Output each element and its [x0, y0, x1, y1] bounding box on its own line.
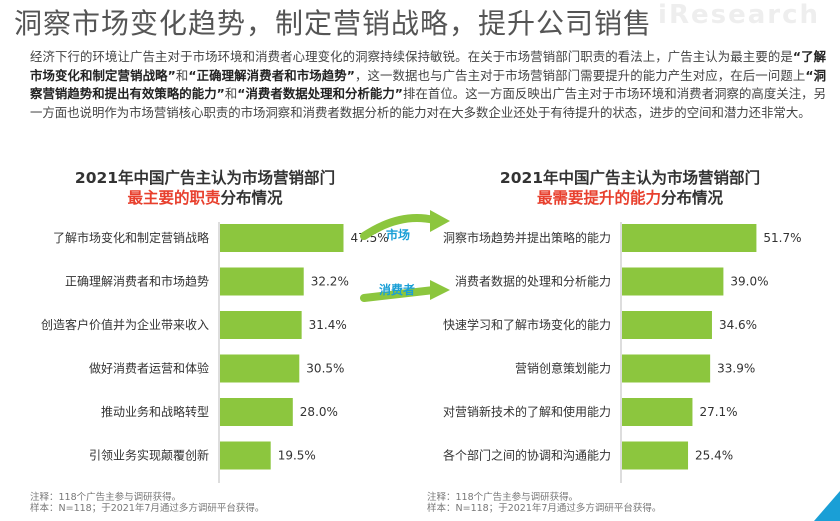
category-label: 正确理解消费者和市场趋势: [65, 274, 209, 289]
value-label: 30.5%: [306, 362, 344, 376]
category-label: 营销创意策划能力: [515, 361, 611, 376]
source-line: 样本：N=118；于2021年7月通过多方调研平台获得。: [427, 503, 662, 514]
value-label: 27.1%: [699, 405, 737, 419]
intro-text-1: 经济下行的环境让广告主对于市场环境和消费者心理变化的洞察持续保持敏锐。在关于市场…: [30, 49, 793, 64]
intro-text-3: ，这一数据也与广告主对于市场营销部门需要提升的能力产生对应，在后一问题上: [354, 67, 806, 83]
intro-paragraph: 经济下行的环境让广告主对于市场环境和消费者心理变化的洞察持续保持敏锐。在关于市场…: [30, 48, 826, 122]
category-label: 消费者数据的处理和分析能力: [455, 274, 611, 289]
chart-bar: [622, 354, 711, 383]
intro-text-5: 排在首位。这一方面反映出广告主对于市场环境和消费者洞察的高度关注，另一方面也说明…: [30, 86, 827, 120]
category-label: 引领业务实现颠覆创新: [89, 448, 209, 463]
chart-title-rest: 分布情况: [220, 189, 283, 207]
category-label: 对营销新技术的了解和使用能力: [443, 404, 611, 419]
chart-note-right: 注释：118个广告主参与调研获得。 样本：N=118；于2021年7月通过多方调…: [427, 492, 661, 514]
category-label: 了解市场变化和制定营销战略: [53, 230, 209, 245]
chart-bar: [622, 311, 712, 339]
value-label: 39.0%: [730, 275, 768, 289]
intro-text-4: 和: [224, 86, 238, 101]
chart-bar: [220, 354, 300, 383]
intro-quote-1: “了解市场变化和制定营销战略”: [30, 49, 826, 83]
value-label: 28.0%: [300, 405, 338, 419]
category-label: 做好消费者运营和体验: [89, 361, 209, 376]
chart-title-rest: 分布情况: [661, 189, 724, 207]
chart-bar: [622, 224, 757, 252]
category-label: 推动业务和战略转型: [101, 404, 209, 419]
chart-note-left: 注释：118个广告主参与调研获得。 样本：N=118；于2021年7月通过多方调…: [30, 492, 264, 514]
chart-bar: [220, 267, 304, 296]
category-label: 创造客户价值并为企业带来收入: [41, 317, 209, 332]
intro-text-2: 和: [175, 67, 189, 83]
value-label: 32.2%: [311, 275, 349, 289]
value-label: 33.9%: [717, 362, 755, 376]
chart-title-responsibilities: 2021年中国广告主认为市场营销部门 最主要的职责分布情况: [30, 168, 380, 208]
value-label: 25.4%: [695, 449, 733, 463]
value-label: 31.4%: [309, 318, 347, 332]
note-line: 注释：118个广告主参与调研获得。: [30, 492, 182, 503]
intro-quote-4: “消费者数据处理和分析能力”: [237, 86, 403, 101]
arrow-consumer-icon: [360, 280, 450, 302]
chart-title-highlight: 最需要提升的能力: [536, 189, 661, 207]
intro-quote-3: “洞察营销趋势和提出有效策略的能力”: [30, 67, 826, 102]
chart-title-line2: 最主要的职责分布情况: [30, 188, 380, 208]
value-label: 51.7%: [763, 231, 801, 245]
chart-title-line1: 2021年中国广告主认为市场营销部门: [74, 169, 336, 187]
chart-bar: [622, 267, 724, 296]
category-label: 各个部门之间的协调和沟通能力: [443, 448, 611, 463]
chart-bar: [220, 224, 344, 252]
chart-title-line2: 最需要提升的能力分布情况: [440, 188, 820, 208]
chart-title-abilities: 2021年中国广告主认为市场营销部门 最需要提升的能力分布情况: [440, 168, 820, 208]
watermark: iResearch: [658, 0, 820, 30]
corner-decoration-icon: [814, 491, 840, 521]
chart-bar: [220, 398, 293, 426]
value-label: 47.5%: [351, 231, 389, 245]
category-label: 洞察市场趋势并提出策略的能力: [443, 230, 611, 245]
chart-bar: [220, 311, 302, 339]
category-label: 快速学习和了解市场变化的能力: [443, 317, 611, 332]
abilities-bar-chart: 洞察市场趋势并提出策略的能力 51.7% 消费者数据的处理和分析能力 39.0% 快速学…: [443, 222, 802, 483]
value-label: 19.5%: [278, 449, 316, 463]
page-headline: 洞察市场变化趋势，制定营销战略，提升公司销售: [14, 7, 653, 40]
chart-title-line1: 2021年中国广告主认为市场营销部门: [499, 169, 761, 187]
source-line: 样本：N=118；于2021年7月通过多方调研平台获得。: [30, 503, 265, 514]
chart-title-highlight: 最主要的职责: [127, 189, 221, 207]
chart-bar: [622, 441, 689, 470]
arrow-label-market: 市场: [386, 228, 411, 242]
note-line: 注释：118个广告主参与调研获得。: [427, 492, 579, 503]
intro-quote-2: “正确理解消费者和市场趋势”: [188, 67, 355, 83]
responsibilities-bar-chart: 了解市场变化和制定营销战略 47.5% 正确理解消费者和市场趋势 32.2% 创造客户价…: [41, 222, 389, 483]
value-label: 34.6%: [719, 318, 757, 332]
arrow-label-consumer: 消费者: [379, 283, 416, 297]
chart-bar: [622, 398, 693, 426]
chart-bar: [220, 441, 271, 470]
arrow-market-icon: [360, 210, 450, 240]
